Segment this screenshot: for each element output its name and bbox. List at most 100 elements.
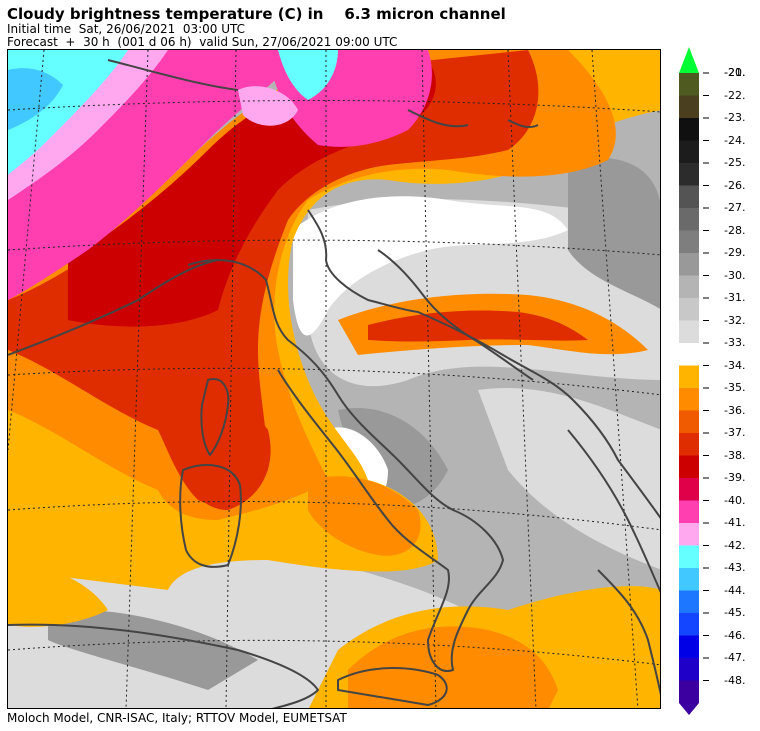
- colorbar-swatch: [679, 388, 699, 411]
- colorbar-swatch: [679, 590, 699, 613]
- colorbar-top-arrow: [679, 47, 699, 73]
- colorbar-tick-label: -22.: [724, 88, 746, 102]
- colorbar-tick-label: -27.: [724, 201, 746, 214]
- colorbar-tick-label: -44.: [724, 583, 746, 597]
- colorbar-tick-label: -28.: [724, 223, 746, 237]
- field-light-gray-balkan: [478, 388, 660, 570]
- colorbar-canvas: [679, 47, 709, 715]
- meridian-line: [125, 50, 149, 708]
- colorbar-tick-label: -43.: [724, 561, 746, 574]
- field-pink-2: [238, 86, 298, 126]
- coastline-north-africa: [8, 623, 319, 708]
- colorbar-swatch: [679, 185, 699, 208]
- colorbar-tick-label: -24.: [724, 133, 746, 147]
- colorbar-swatch: [679, 163, 699, 186]
- colorbar-swatch: [679, 680, 699, 703]
- field-cyan-ne: [278, 50, 338, 100]
- field-magenta: [8, 50, 308, 300]
- chart-title: Cloudy brightness temperature (C) in 6.3…: [7, 6, 506, 23]
- colorbar-tick-label: -30.: [724, 268, 746, 282]
- colorbar-tick-label: -40.: [724, 493, 746, 507]
- forecast-valid-time: Forecast + 30 h (001 d 06 h) valid Sun, …: [7, 35, 398, 49]
- colorbar-swatch: [679, 433, 699, 456]
- colorbar-swatch: [679, 478, 699, 501]
- weather-map: [7, 49, 661, 709]
- coastline-sardinia: [179, 464, 242, 568]
- colorbar-swatch: [679, 410, 699, 433]
- colorbar-tick-label: -37.: [724, 426, 746, 439]
- colorbar-swatch: [679, 613, 699, 636]
- coastline-sicily: [337, 667, 448, 706]
- colorbar-tick-label: -46.: [724, 628, 746, 642]
- colorbar-tick-label: -32.: [724, 313, 746, 327]
- initial-time: Initial time Sat, 26/06/2021 03:00 UTC: [7, 22, 246, 36]
- coastline-balkan-south: [567, 429, 660, 593]
- colorbar-tick-label: -21.: [724, 66, 746, 79]
- colorbar-swatch: [679, 230, 699, 253]
- colorbar-tick-label: -34.: [724, 358, 746, 372]
- colorbar-swatch: [679, 455, 699, 478]
- coastline-corsica: [200, 378, 230, 456]
- colorbar-swatch: [679, 140, 699, 163]
- colorbar-swatch: [679, 73, 699, 96]
- colorbar-tick-label: -45.: [724, 606, 746, 619]
- colorbar-swatch: [679, 568, 699, 591]
- field-yellow-sw: [8, 560, 108, 627]
- field-clear-north: [293, 196, 568, 336]
- field-pink: [8, 50, 168, 200]
- field-sky: [8, 68, 63, 130]
- field-orange-tyrrhenian: [308, 476, 421, 556]
- graticule: [8, 50, 660, 708]
- title-right: 6.3 micron channel: [344, 5, 506, 23]
- coastline-baltic: [107, 59, 539, 129]
- coastline-east-adriatic: [377, 249, 534, 381]
- colorbar-tick-label: -33.: [724, 336, 746, 349]
- field-red-east-band: [368, 310, 588, 342]
- colorbar-swatch: [679, 500, 699, 523]
- colorbar-tick-label: -47.: [724, 651, 746, 664]
- colorbar-swatch: [679, 545, 699, 568]
- colorbar-swatch: [679, 658, 699, 681]
- colorbar-swatch: [679, 365, 699, 388]
- colorbar-swatch: [679, 320, 699, 343]
- field-dark-gray-2: [48, 609, 258, 690]
- colorbar-tick-label: -29.: [724, 246, 746, 259]
- title-left: Cloudy brightness temperature (C) in: [7, 5, 324, 23]
- colorbar-swatch: [679, 275, 699, 298]
- colorbar-tick-label: -31.: [724, 291, 746, 304]
- colorbar-swatch: [679, 95, 699, 118]
- colorbar-tick-label: -26.: [724, 178, 746, 192]
- colorbar-tick-label: -25.: [724, 156, 746, 169]
- meridian-line: [591, 50, 639, 708]
- coastline-adriatic: [307, 209, 660, 519]
- colorbar-tick-label: -36.: [724, 403, 746, 417]
- meridian-line: [421, 50, 437, 708]
- colorbar: [679, 47, 759, 717]
- meridian-line: [225, 50, 237, 708]
- field-red-corsica: [183, 399, 271, 510]
- colorbar-tick-label: -42.: [724, 538, 746, 552]
- coastlines: [8, 59, 660, 708]
- colorbar-swatch: [679, 253, 699, 276]
- colorbar-tick-label: -48.: [724, 673, 746, 687]
- field-dark-gray-1: [568, 157, 660, 309]
- map-canvas: [8, 50, 660, 708]
- footer-credit: Moloch Model, CNR-ISAC, Italy; RTTOV Mod…: [7, 711, 347, 725]
- colorbar-swatch: [679, 343, 699, 366]
- colorbar-tick-label: -39.: [724, 471, 746, 484]
- colorbar-swatch: [679, 298, 699, 321]
- colorbar-swatch: [679, 208, 699, 231]
- field-red-main: [8, 50, 539, 504]
- colorbar-swatch: [679, 635, 699, 658]
- colorbar-tick-label: -35.: [724, 381, 746, 394]
- coastline-greece: [597, 569, 660, 696]
- colorbar-tick-label: -38.: [724, 448, 746, 462]
- colorbar-tick-label: -20.: [724, 66, 746, 79]
- meridian-line: [8, 50, 45, 451]
- colorbar-swatch: [679, 118, 699, 141]
- colorbar-bottom-arrow: [679, 703, 699, 715]
- border-alps: [8, 259, 219, 356]
- coastline-italy: [187, 259, 504, 672]
- colorbar-tick-label: -23.: [724, 111, 746, 124]
- colorbar-tick-label: -41.: [724, 516, 746, 529]
